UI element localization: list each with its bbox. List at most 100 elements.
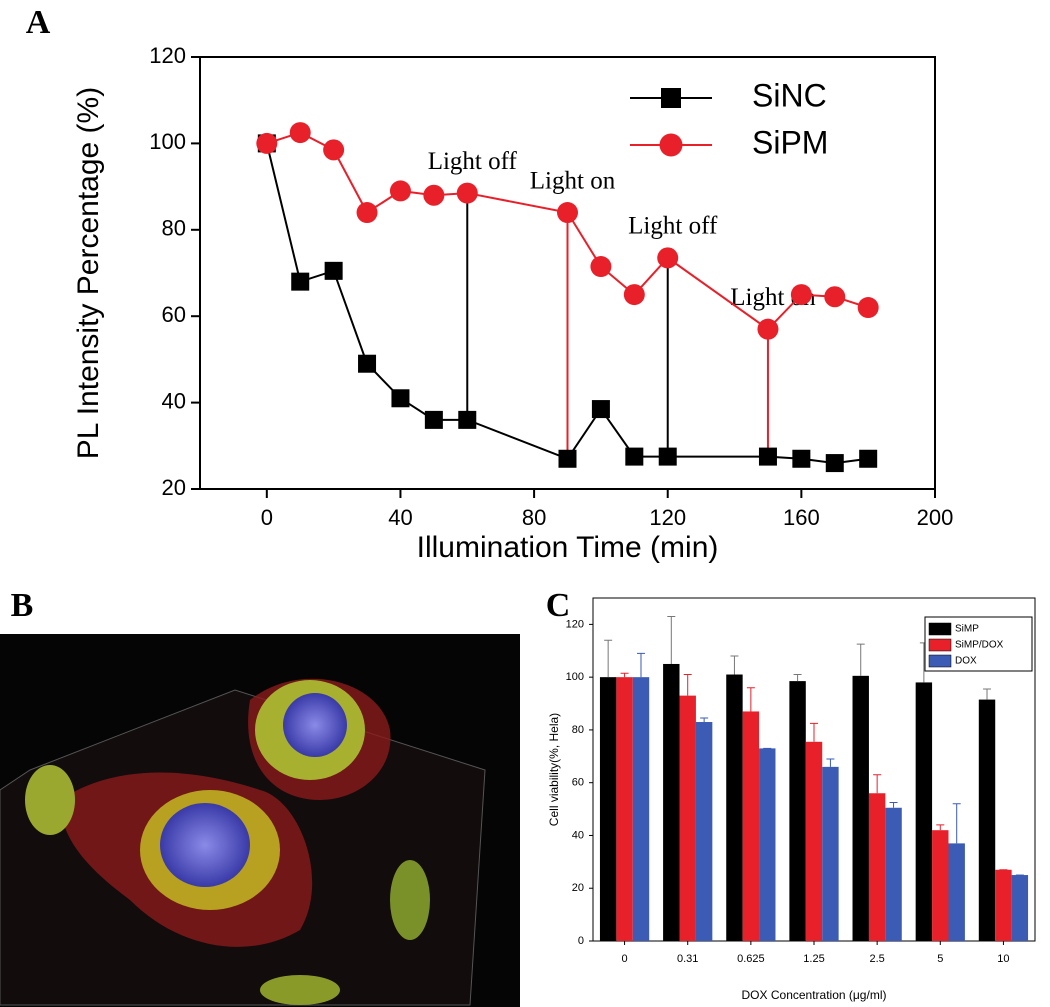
y-tick-label: 40 [162,388,186,413]
y-tick-label: 100 [149,129,186,154]
x-tick-label: 0.31 [677,953,698,965]
annotation: Light on [530,167,616,194]
y-axis-label: Cell viability(%, Hela) [547,713,561,826]
y-tick-label: 60 [572,777,584,789]
marker [456,182,478,204]
x-tick-label: 40 [388,505,412,530]
marker [792,449,811,468]
error-bar [889,801,898,808]
bar [885,807,902,941]
error-bar [683,674,692,696]
marker [757,318,779,340]
bar [616,677,633,941]
x-axis-label: DOX Concentration (μg/ml) [742,988,887,1002]
bar [759,748,776,941]
legend-label: SiMP/DOX [955,640,1004,651]
bar [995,869,1012,941]
error-bar [873,774,882,794]
bar [948,843,965,941]
marker [758,447,777,466]
bar [1011,875,1029,941]
bar [632,677,650,941]
y-tick-label: 80 [572,724,584,736]
x-tick-label: 160 [783,505,820,530]
marker [661,88,681,108]
bar [695,722,713,941]
marker [291,272,310,291]
error-bar [730,655,739,675]
bar [726,674,743,941]
marker [391,389,410,408]
bar [789,681,806,941]
bar [599,677,617,941]
microscopy-image [0,634,520,1007]
marker [824,286,846,308]
bar [852,675,869,941]
legend-label: SiNC [752,77,827,113]
y-tick-label: 20 [162,475,186,500]
legend-swatch [928,654,952,668]
error-bar [952,803,961,844]
bar [868,793,886,941]
error-bar [810,722,818,742]
marker [458,410,477,429]
legend-label: SiPM [752,124,828,160]
y-tick-label: 40 [572,829,584,841]
y-tick-label: 60 [162,302,186,327]
bar [679,695,696,941]
y-tick-label: 80 [162,216,186,241]
error-bar [983,688,992,700]
x-tick-label: 0 [261,505,273,530]
x-tick-label: 2.5 [869,953,884,965]
error-bar [604,639,613,678]
y-tick-label: 100 [566,671,584,683]
error-bar [936,824,945,831]
marker [356,202,378,224]
marker [657,247,679,269]
plot-frame [199,56,936,490]
error-bar [667,615,676,664]
marker [389,180,411,202]
bar [915,682,933,941]
y-tick-label: 120 [149,43,186,68]
marker [423,184,445,206]
legend-swatch [928,622,952,636]
panel-label: C [546,587,571,624]
legend-swatch [928,638,952,652]
marker [557,202,578,224]
x-tick-label: 80 [522,505,546,530]
marker [659,133,683,157]
marker [424,410,443,429]
bar [742,711,760,941]
error-bar [700,717,709,723]
y-tick-label: 20 [572,882,584,894]
marker [790,284,812,306]
bar [932,830,949,941]
error-bar [636,652,645,678]
y-axis-label: PL Intensity Percentage (%) [72,87,105,459]
marker [289,122,311,144]
legend-label: DOX [955,656,977,667]
x-tick-label: 5 [937,953,943,965]
panel-label: B [11,587,34,624]
y-tick-label: 0 [578,935,584,947]
marker [857,297,879,319]
x-tick-label: 10 [997,953,1009,965]
bar [663,663,680,941]
marker [859,449,878,468]
y-tick-label: 120 [566,618,584,630]
marker [256,132,278,154]
error-bar [856,643,865,676]
panel-label: A [26,4,51,41]
marker [658,447,677,466]
x-tick-label: 0 [622,953,628,965]
marker [623,284,645,306]
x-tick-label: 120 [649,505,686,530]
error-bar [620,672,629,678]
error-bar [793,674,802,682]
annotation: Light off [628,213,718,240]
x-tick-label: 1.25 [803,953,824,965]
x-tick-label: 200 [917,505,954,530]
bar [805,741,823,941]
